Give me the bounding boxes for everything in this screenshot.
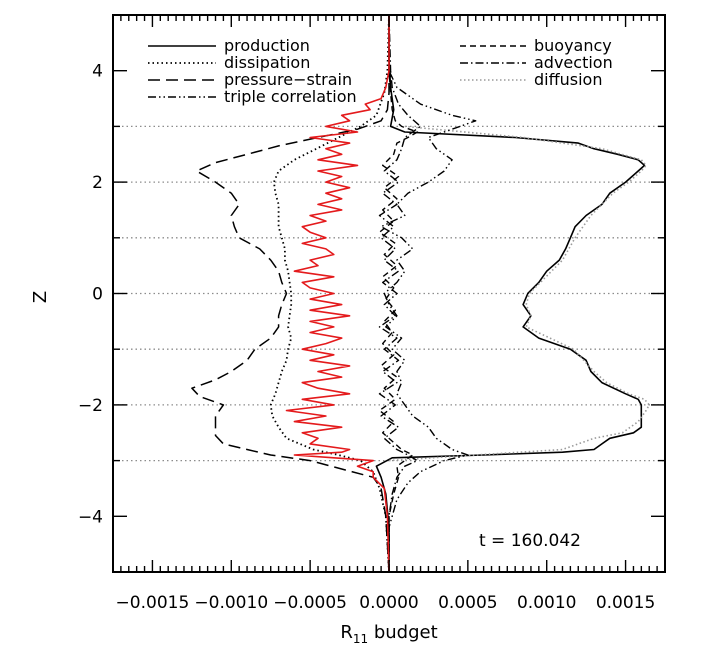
legend: productiondissipationpressure−straintrip…: [148, 36, 613, 106]
y-tick-label: 0: [92, 285, 103, 305]
series-total: [285, 15, 390, 573]
legend-label-production: production: [224, 36, 310, 55]
x-tick-label: 0.0000: [359, 593, 418, 613]
x-axis-title: R11 budget: [340, 622, 437, 646]
grid-lines: [113, 125, 665, 462]
x-tick-label: 0.0015: [596, 593, 655, 613]
y-tick-labels: −4 −2 0 2 4: [78, 62, 103, 528]
series-advection: [378, 14, 422, 572]
x-tick-label: 0.0005: [438, 593, 497, 613]
series-triple-correlation: [380, 15, 477, 572]
y-tick-label: −4: [78, 507, 103, 527]
series-production: [375, 15, 646, 572]
legend-label-buoyancy: buoyancy: [534, 36, 612, 55]
series-buoyancy: [378, 15, 419, 572]
y-tick-label: 4: [92, 62, 103, 82]
x-tick-label: −0.0010: [194, 593, 268, 613]
x-axis-title-subscript: 11: [353, 632, 368, 646]
x-tick-label: −0.0015: [116, 593, 190, 613]
y-axis-title: Z: [30, 291, 51, 303]
series-diffusion: [388, 125, 650, 462]
x-tick-label: −0.0005: [273, 593, 347, 613]
series-layer: [191, 14, 650, 573]
time-annotation: t = 160.042: [479, 531, 581, 551]
y-tick-label: −2: [78, 396, 103, 416]
x-axis-title-main: R: [340, 622, 353, 643]
x-tick-label: 0.0010: [517, 593, 576, 613]
y-tick-label: 2: [92, 173, 103, 193]
legend-label-dissipation: dissipation: [224, 53, 310, 72]
legend-label-pressure-strain: pressure−strain: [224, 70, 352, 89]
x-tick-labels: −0.0015 −0.0010 −0.0005 0.0000 0.0005 0.0010 0…: [116, 593, 656, 613]
series-pressure-strain: [191, 15, 390, 573]
x-axis-title-suffix: budget: [368, 622, 438, 643]
legend-label-advection: advection: [534, 53, 613, 72]
legend-label-triple-correlation: triple correlation: [224, 87, 357, 106]
legend-label-diffusion: diffusion: [534, 70, 602, 89]
plot-frame: [112, 14, 666, 573]
